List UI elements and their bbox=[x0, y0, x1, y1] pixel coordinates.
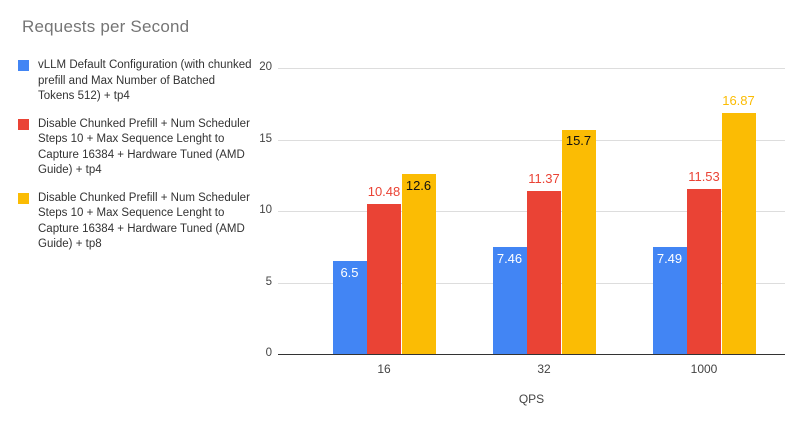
legend-item-series-1[interactable]: vLLM Default Configuration (with chunked… bbox=[16, 58, 252, 105]
legend-swatch-icon bbox=[18, 118, 29, 130]
legend-swatch-icon bbox=[18, 60, 29, 71]
bar[interactable] bbox=[332, 261, 367, 354]
y-axis-tick-label: 0 bbox=[265, 347, 272, 359]
bar-value-label: 10.48 bbox=[367, 184, 401, 200]
bar-value-label: 11.53 bbox=[688, 169, 720, 185]
gridline bbox=[278, 68, 785, 69]
bar[interactable] bbox=[492, 247, 527, 354]
bar[interactable] bbox=[401, 173, 436, 354]
bar[interactable] bbox=[652, 246, 687, 354]
bar[interactable] bbox=[367, 204, 401, 354]
y-axis-tick-label: 15 bbox=[259, 132, 272, 145]
y-axis: 0 5 10 15 20 bbox=[236, 61, 272, 359]
bar-value-label: 11.37 bbox=[528, 171, 560, 187]
chart-title: Requests per Second bbox=[22, 17, 190, 36]
bar-value-label: 6.5 bbox=[340, 265, 359, 281]
y-axis-tick-label: 20 bbox=[259, 61, 272, 73]
y-axis-tick-label: 10 bbox=[259, 204, 272, 216]
bar-value-label: 7.49 bbox=[656, 250, 683, 266]
bar-value-label: 12.6 bbox=[405, 177, 432, 193]
legend-item-label: vLLM Default Configuration (with chunked… bbox=[38, 59, 252, 102]
bar[interactable] bbox=[561, 129, 596, 354]
bar-value-label: 15.7 bbox=[565, 133, 592, 149]
bar[interactable] bbox=[721, 112, 756, 354]
x-axis-tick-label: 32 bbox=[537, 362, 551, 376]
bar[interactable] bbox=[687, 189, 721, 354]
x-axis-tick-label: 1000 bbox=[690, 362, 718, 376]
legend-item-series-2[interactable]: Disable Chunked Prefill + Num Scheduler … bbox=[16, 117, 252, 179]
chart-legend: vLLM Default Configuration (with chunked… bbox=[16, 58, 252, 265]
bar-value-label: 7.46 bbox=[496, 251, 523, 267]
gridline bbox=[278, 139, 785, 141]
x-axis-title: QPS bbox=[518, 392, 545, 406]
legend-swatch-icon bbox=[18, 192, 29, 204]
x-axis-tick-label: 16 bbox=[377, 362, 391, 376]
legend-item-label: Disable Chunked Prefill + Num Scheduler … bbox=[38, 117, 250, 177]
y-axis-tick-label: 5 bbox=[265, 275, 272, 288]
legend-item-label: Disable Chunked Prefill + Num Scheduler … bbox=[38, 191, 250, 251]
x-axis-line bbox=[278, 354, 785, 355]
bar-value-label: 16.87 bbox=[722, 92, 755, 108]
bar[interactable] bbox=[527, 191, 561, 354]
legend-item-series-3[interactable]: Disable Chunked Prefill + Num Scheduler … bbox=[16, 191, 252, 253]
plot-area: 6.5 10.48 12.6 7.46 11.37 15.7 7.49 11.53 16.87 bbox=[278, 68, 785, 354]
